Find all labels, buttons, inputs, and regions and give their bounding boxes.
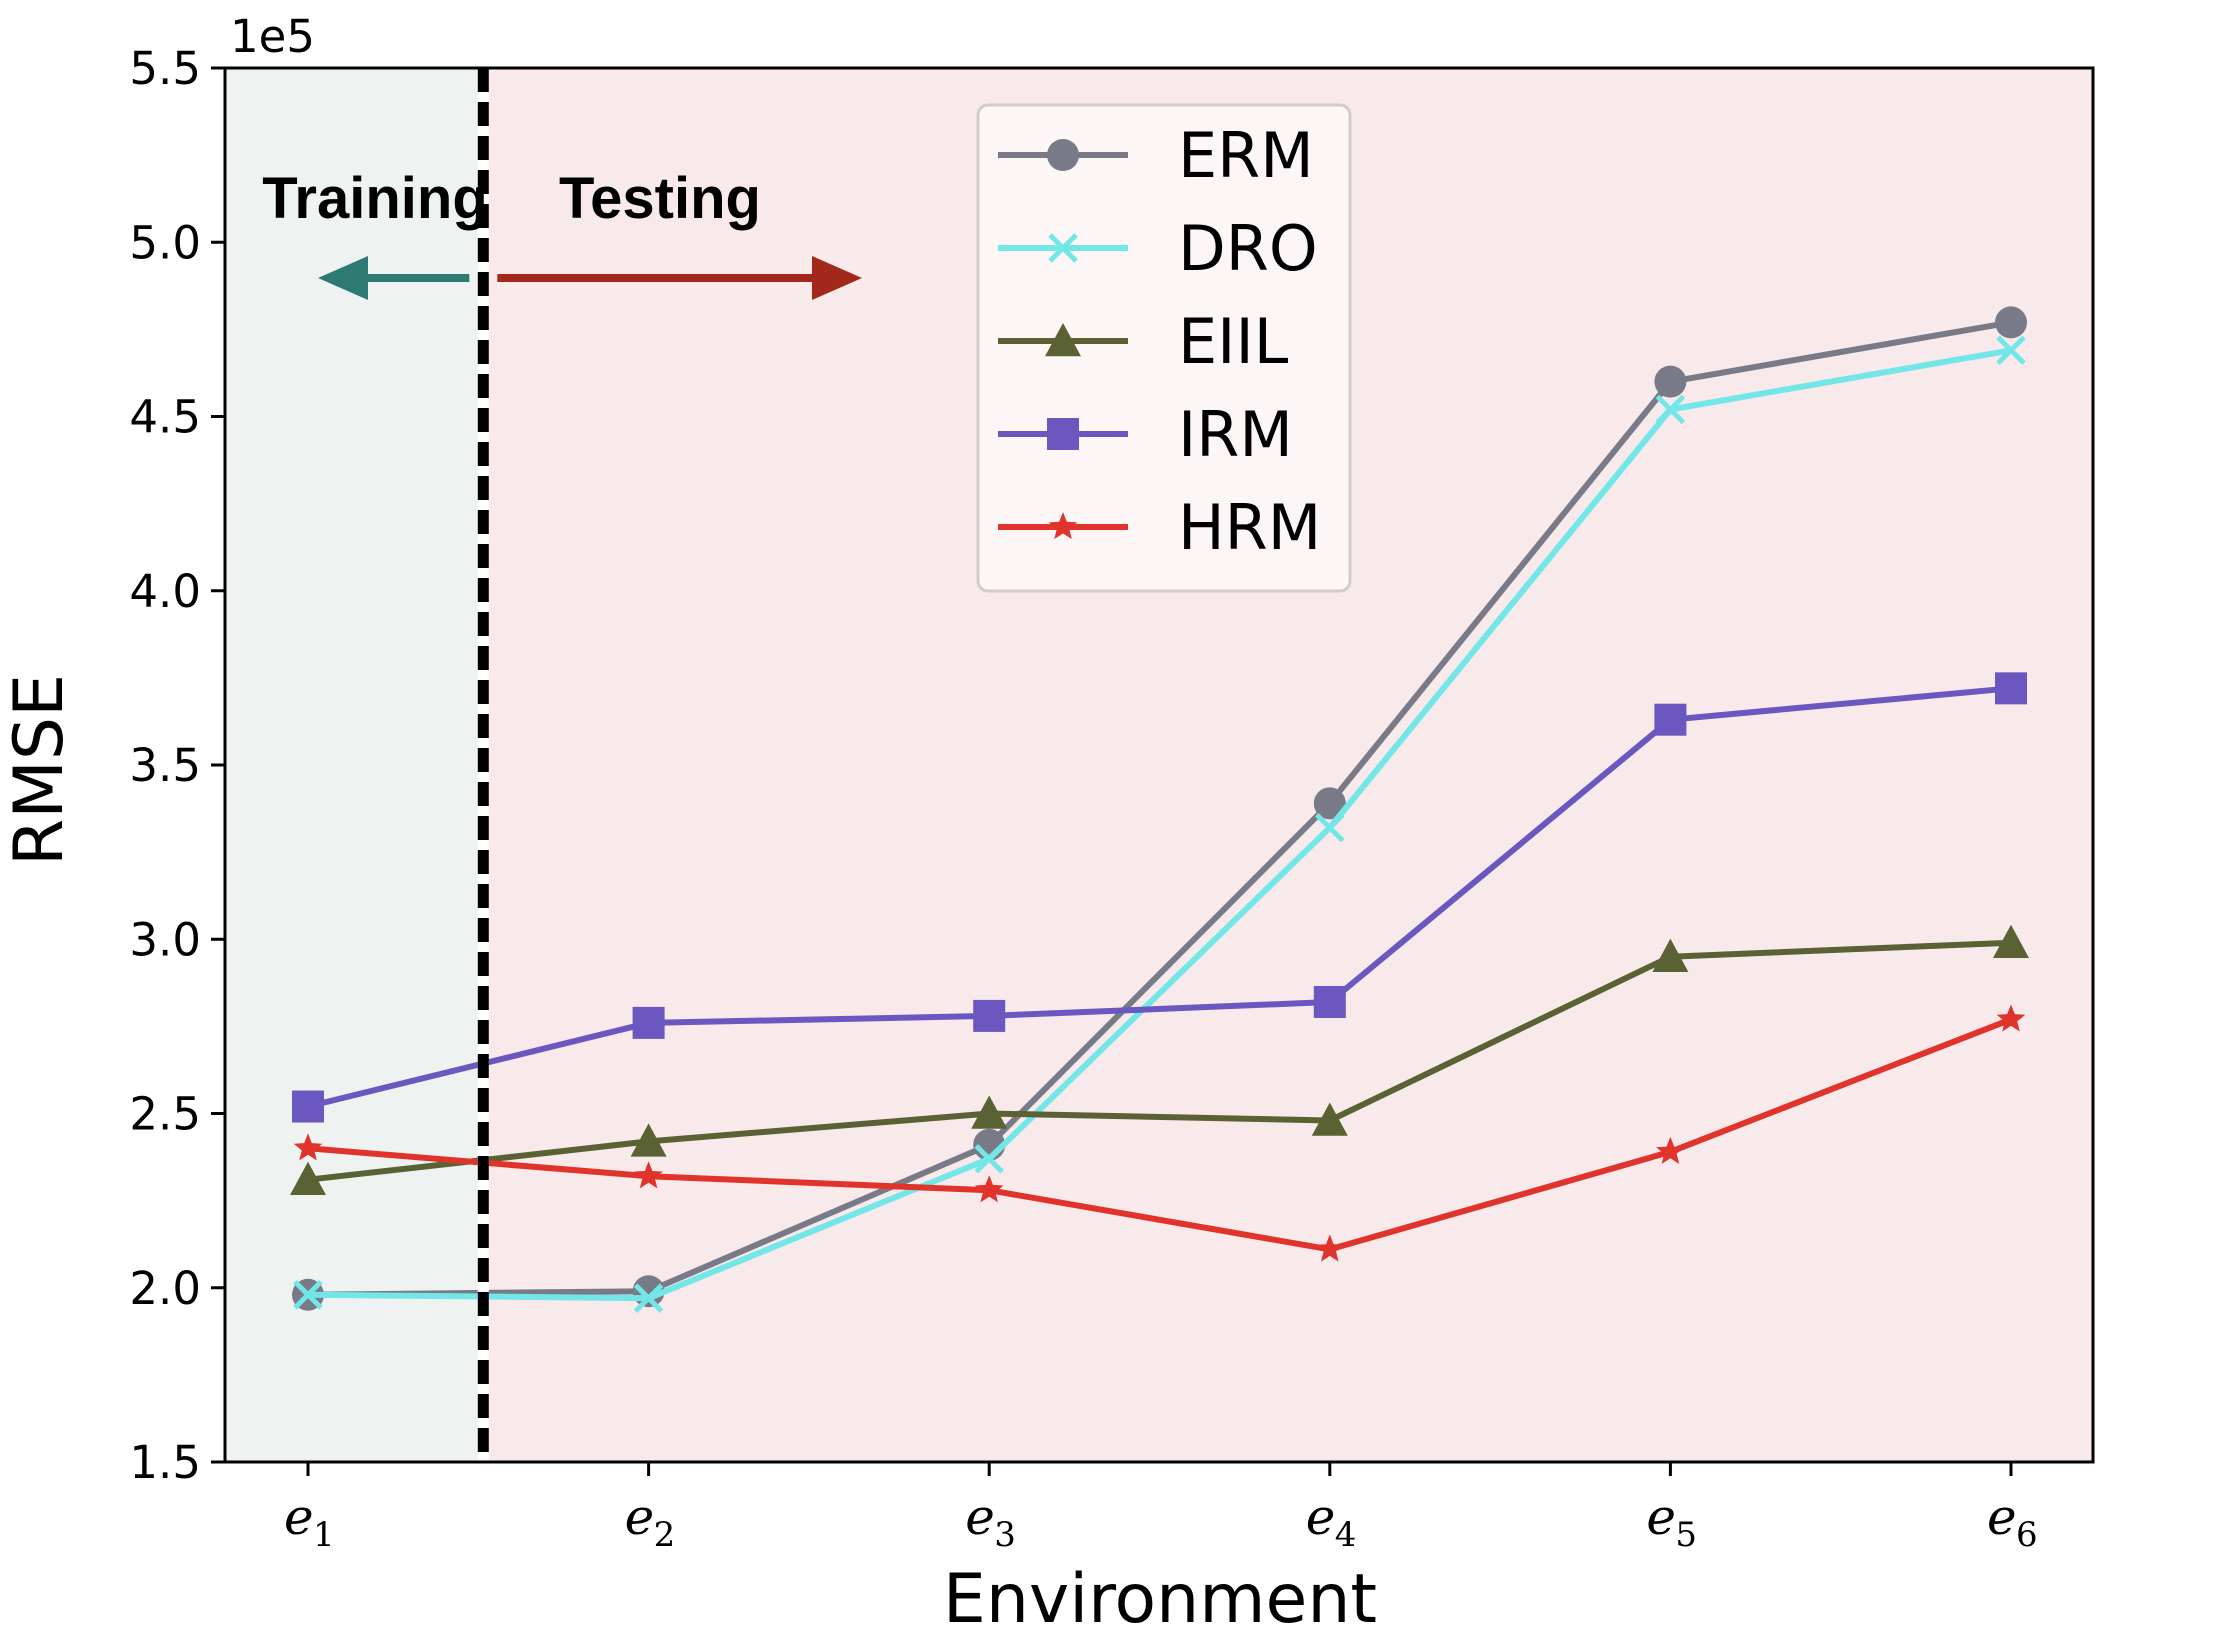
legend-label-eiil: EIIL [1178, 305, 1289, 378]
eiil-point [1652, 938, 1689, 972]
legend-entry-irm: IRM [998, 398, 1293, 471]
x-tick-subscript: 1 [313, 1515, 335, 1555]
y-exponent-label: 1e5 [230, 10, 315, 63]
legend: ERM DRO EIIL IRM HRM [976, 103, 1352, 593]
eiil-point [630, 1123, 667, 1157]
hrm-point [1315, 1234, 1345, 1262]
y-tick-label: 4.5 [129, 391, 201, 444]
y-tick-label: 1.5 [129, 1436, 201, 1489]
legend-label-dro: DRO [1178, 212, 1318, 285]
y-tick-label: 5.0 [129, 216, 201, 269]
dro-point [633, 1283, 664, 1313]
series-layer [290, 306, 2029, 1313]
x-tick-subscript: 2 [654, 1515, 676, 1555]
hrm-point [1656, 1136, 1685, 1164]
x-tick-subscript: 4 [1335, 1515, 1357, 1555]
y-tick-label: 3.0 [129, 913, 201, 966]
irm-point [1313, 985, 1346, 1018]
legend-label-hrm: HRM [1178, 491, 1321, 564]
legend-box [976, 103, 1352, 593]
legend-entry-eiil: EIIL [998, 305, 1289, 378]
legend-marker-eiil [1045, 323, 1081, 357]
erm-point [1654, 365, 1687, 398]
dro-point [293, 1279, 323, 1310]
irm-line [307, 685, 2012, 1110]
dro-point [1996, 335, 2026, 366]
eiil-point [971, 1095, 1008, 1129]
eiil-line [307, 939, 2012, 1183]
x-tick-label: e [625, 1488, 655, 1546]
x-tick-label: e [1646, 1488, 1676, 1546]
y-tick-label: 3.5 [129, 739, 201, 792]
training-label: Training [262, 166, 488, 231]
x-tick-label: e [965, 1488, 995, 1546]
dro-point [1315, 812, 1345, 843]
x-tick-subscript: 6 [2016, 1515, 2038, 1555]
legend-label-irm: IRM [1178, 398, 1293, 471]
legend-entry-erm: ERM [998, 119, 1314, 192]
eiil-point [1993, 924, 2029, 959]
irm-point [292, 1090, 324, 1123]
hrm-point [974, 1175, 1004, 1203]
y-axis: 1.5 2.0 2.5 3.0 3.5 4.0 4.5 5.0 5.5 [129, 42, 225, 1489]
eiil-series [290, 924, 2029, 1196]
dro-series [293, 335, 2026, 1313]
hrm-line [307, 1016, 2013, 1253]
erm-series [292, 306, 2027, 1311]
irm-series [292, 672, 2027, 1123]
dro-point [974, 1144, 1004, 1174]
x-tick-label: e [284, 1488, 314, 1546]
hrm-point [293, 1133, 323, 1161]
dro-line [307, 347, 2012, 1302]
y-axis-title: RMSE [0, 674, 79, 866]
erm-point [1995, 306, 2027, 339]
legend-marker-dro [1048, 233, 1078, 263]
legend-label-erm: ERM [1178, 119, 1314, 192]
region-arrows [318, 256, 862, 300]
x-tick-subscript: 3 [994, 1515, 1016, 1555]
y-tick-label: 4.0 [129, 565, 201, 618]
erm-line [307, 319, 2012, 1298]
irm-point [632, 1006, 665, 1039]
training-region-bg [225, 68, 484, 1462]
y-tick-label: 2.5 [129, 1088, 201, 1141]
x-tick-label: e [1987, 1488, 2017, 1546]
x-tick-label: e [1306, 1488, 1336, 1546]
eiil-point [290, 1161, 326, 1196]
y-tick-label: 2.0 [129, 1262, 201, 1315]
erm-point [1313, 787, 1346, 820]
legend-entry-dro: DRO [998, 212, 1318, 285]
x-axis-title: Environment [943, 1560, 1377, 1636]
hrm-point [1996, 1004, 2026, 1032]
hrm-series [293, 1004, 2026, 1262]
legend-marker-erm [1047, 139, 1079, 171]
testing-arrowhead-icon [812, 256, 862, 300]
irm-point [1995, 672, 2027, 705]
irm-point [973, 999, 1006, 1032]
y-tick-label: 5.5 [129, 42, 201, 95]
legend-entry-hrm: HRM [998, 491, 1321, 564]
dro-point [1655, 394, 1686, 425]
testing-label: Testing [559, 166, 761, 231]
irm-point [1654, 703, 1687, 736]
x-tick-subscript: 5 [1675, 1515, 1697, 1555]
legend-marker-irm [1047, 418, 1079, 450]
legend-marker-hrm [1048, 512, 1078, 540]
region-labels: Training Testing [262, 166, 862, 300]
eiil-point [1311, 1102, 1348, 1136]
hrm-point [634, 1161, 663, 1189]
training-arrowhead-icon [318, 256, 368, 300]
